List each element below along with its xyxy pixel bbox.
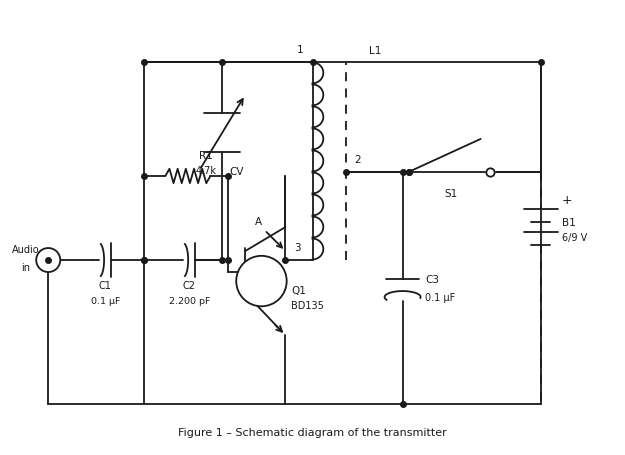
Text: C3: C3: [426, 274, 439, 284]
Text: +: +: [562, 194, 572, 207]
Text: 3: 3: [294, 242, 301, 252]
Text: 0.1 µF: 0.1 µF: [91, 297, 120, 306]
Text: CV: CV: [229, 167, 244, 177]
Text: 2.200 pF: 2.200 pF: [169, 297, 210, 306]
Text: C1: C1: [99, 281, 112, 291]
Text: Q1: Q1: [291, 285, 306, 295]
Circle shape: [236, 256, 287, 307]
Text: A: A: [255, 217, 262, 227]
Text: 1: 1: [297, 45, 304, 55]
Text: Audio: Audio: [12, 245, 39, 255]
Text: C2: C2: [183, 281, 196, 291]
Text: B1: B1: [562, 217, 576, 228]
Text: R1: R1: [199, 151, 213, 161]
Text: in: in: [21, 263, 30, 273]
Text: 4.7k: 4.7k: [196, 166, 217, 176]
Text: 0.1 µF: 0.1 µF: [426, 293, 456, 303]
Text: 2: 2: [354, 154, 361, 164]
Text: L1: L1: [369, 46, 382, 56]
Text: Figure 1 – Schematic diagram of the transmitter: Figure 1 – Schematic diagram of the tran…: [178, 427, 447, 437]
Text: S1: S1: [444, 188, 458, 198]
Text: 6/9 V: 6/9 V: [562, 232, 587, 242]
Circle shape: [36, 248, 60, 273]
Text: BD135: BD135: [291, 300, 324, 310]
